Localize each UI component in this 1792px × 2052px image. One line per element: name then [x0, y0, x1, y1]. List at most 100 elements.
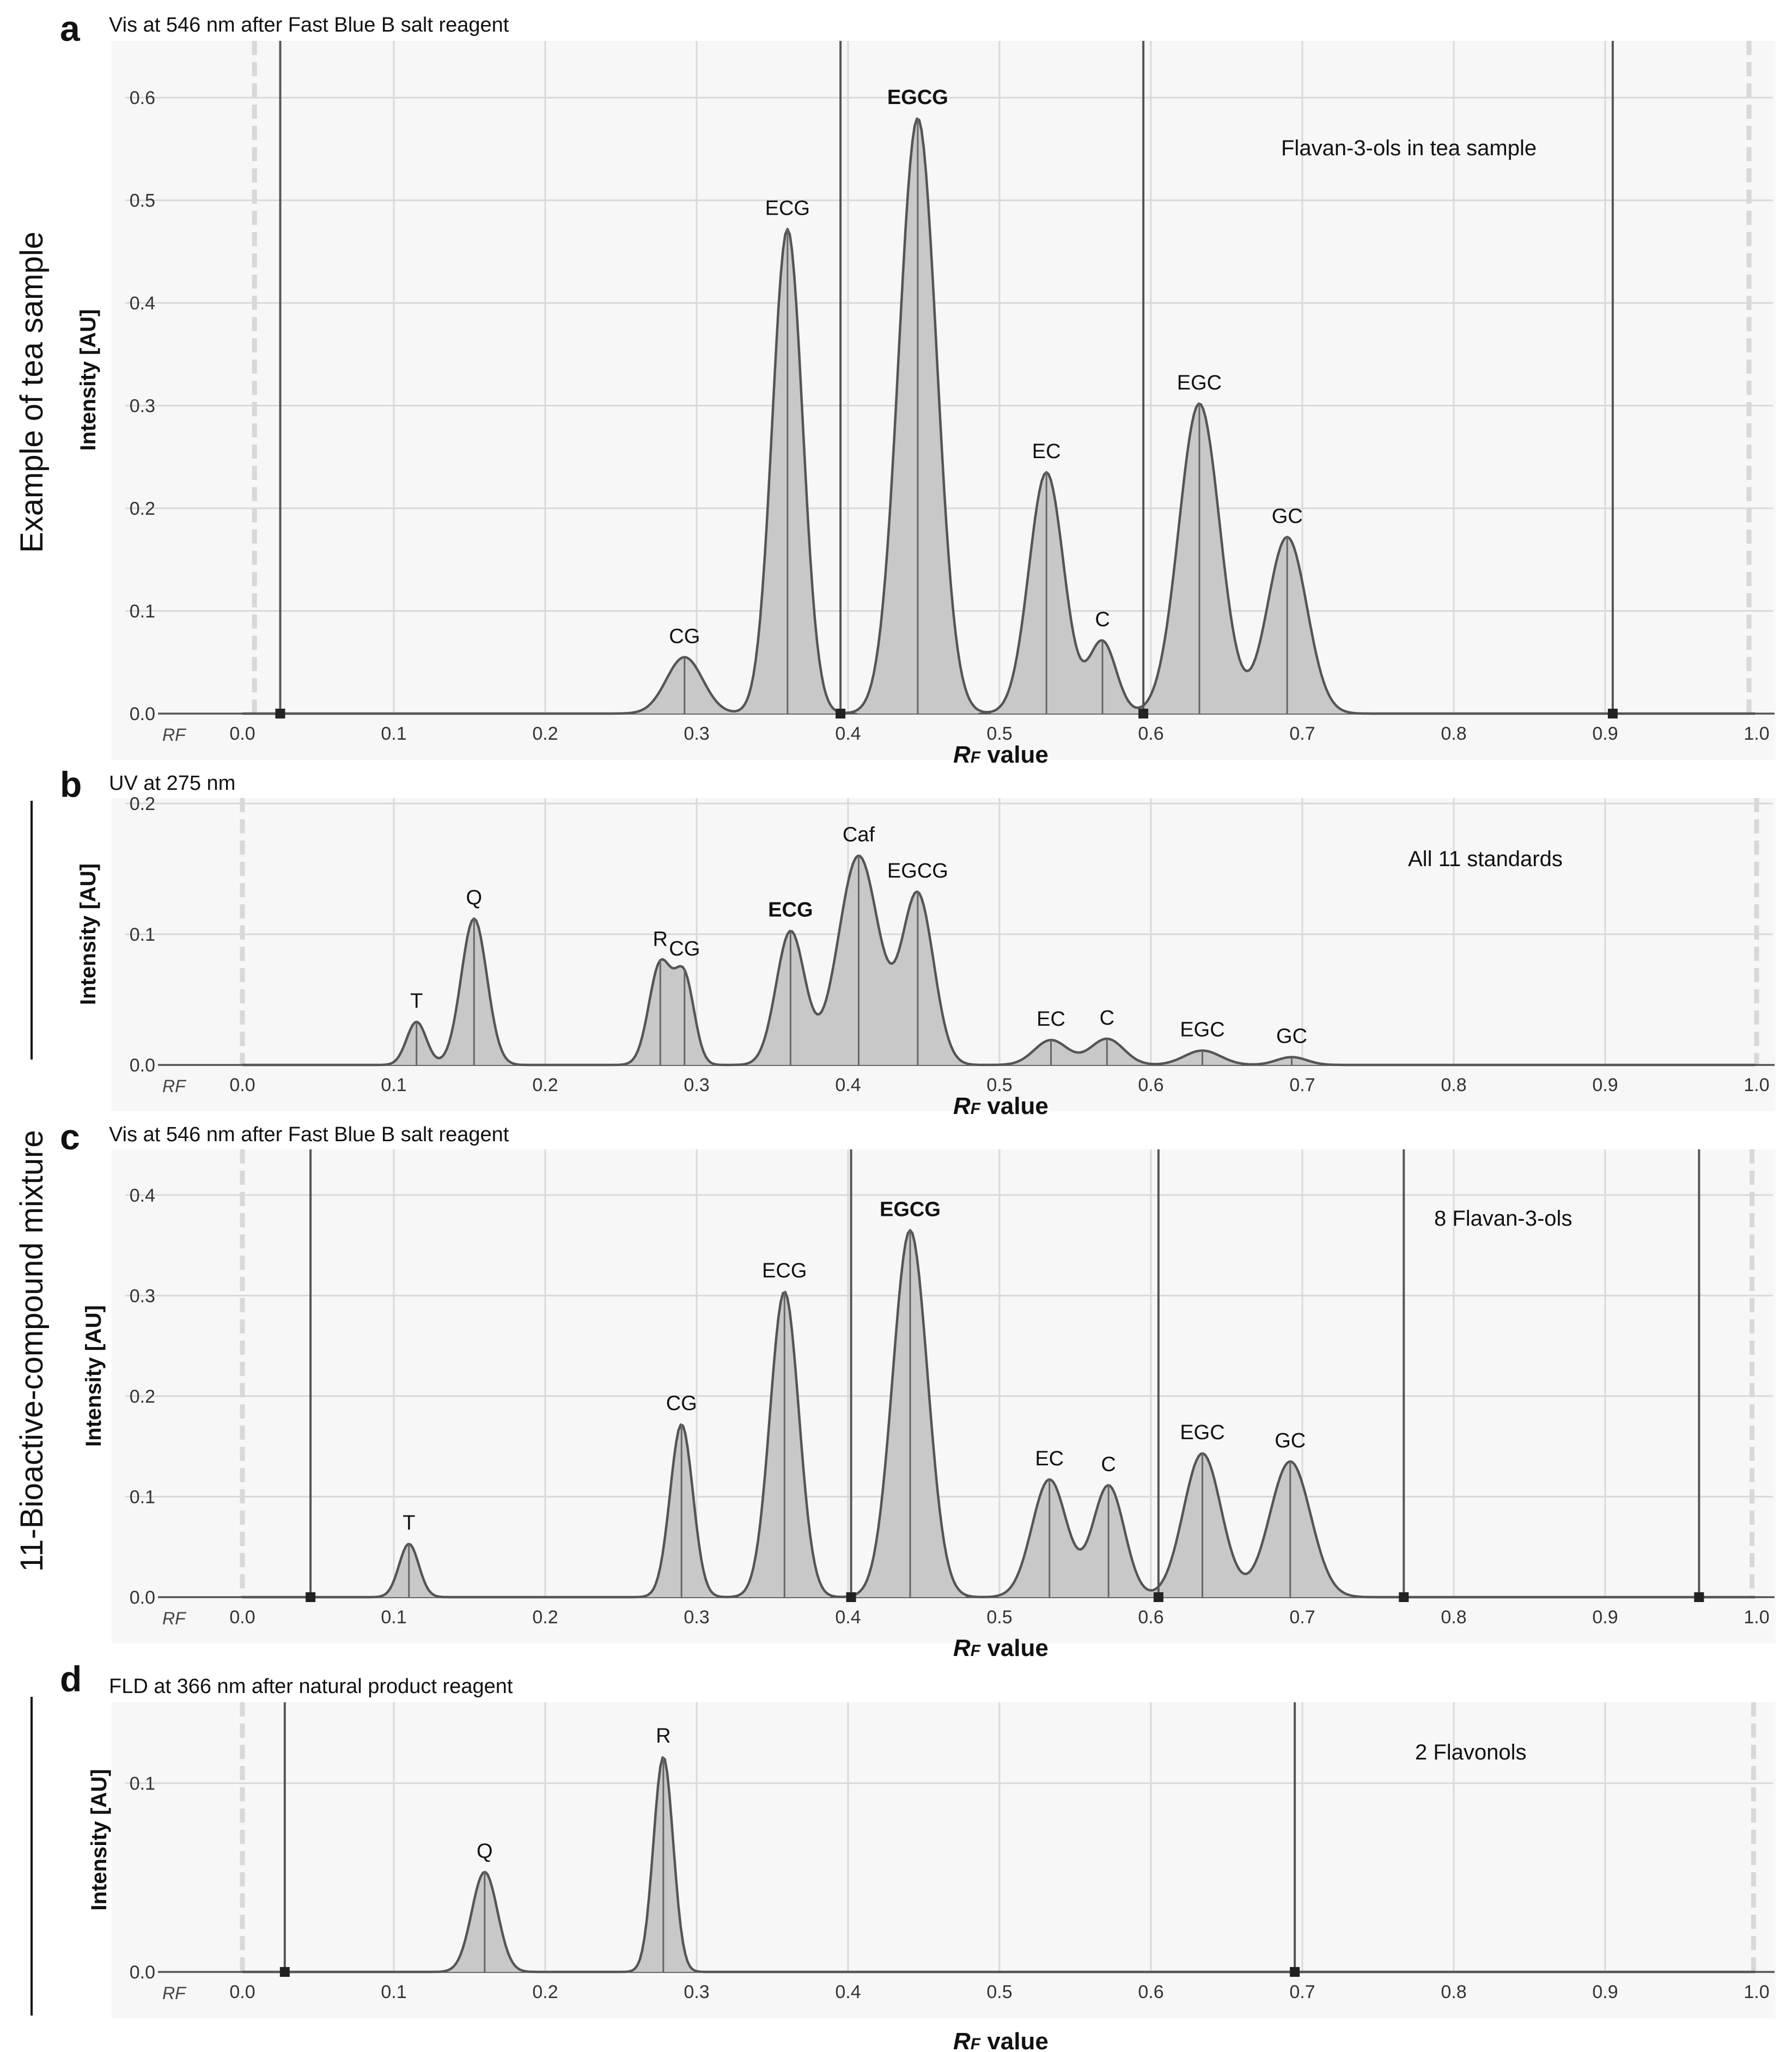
x-tick-label: 0.0 [229, 723, 255, 744]
panel-annotation: Flavan-3-ols in tea sample [1281, 136, 1537, 160]
y-tick-label: 0.0 [130, 1587, 155, 1608]
peak-label: ECG [768, 899, 813, 922]
x-axis-label: RF value [953, 741, 1049, 768]
panel-letter: d [60, 1659, 82, 1699]
boundary-marker [306, 1592, 316, 1602]
y-tick-label: 0.1 [130, 601, 155, 622]
x-tick-label: 0.2 [532, 1607, 558, 1628]
panel-title: UV at 275 nm [109, 772, 235, 795]
peak-label: GC [1275, 1429, 1306, 1452]
panel-annotation: All 11 standards [1408, 847, 1563, 871]
boundary-marker [836, 709, 846, 718]
x-tick-label: 0.3 [684, 1075, 709, 1095]
boundary-marker [279, 1967, 290, 1977]
chromatogram-trace [242, 1756, 1756, 1974]
y-tick-label: 0.0 [130, 704, 155, 724]
rf-axis-prefix: RF [162, 725, 187, 745]
y-tick-label: 0.2 [130, 1386, 155, 1407]
peak-label: EC [1032, 440, 1061, 463]
x-tick-label: 0.0 [229, 1075, 255, 1095]
x-tick-label: 0.2 [532, 1075, 558, 1095]
x-tick-label: 0.4 [835, 1982, 861, 2002]
x-tick-label: 0.8 [1441, 723, 1466, 744]
panel-b: 0.0 0.1 0.2 0.3 0.4 0.5 0.6 0.7 0.8 0.9 1.0 0.0 0.1 0… [60, 764, 1776, 1119]
peak-label: Caf [843, 824, 875, 847]
peak-label: ECG [762, 1259, 807, 1282]
x-tick-label: 1.0 [1744, 723, 1769, 744]
peak-label: C [1101, 1453, 1116, 1476]
x-tick-label: 0.8 [1441, 1607, 1466, 1628]
peak-label: EGC [1177, 372, 1222, 394]
chromatogram-marks: T Q R CG ECG Caf EGCG EC C EGC GC [242, 824, 1756, 1067]
y-tick-label: 0.3 [130, 396, 155, 417]
peak-label: EGCG [887, 86, 948, 109]
peak-label: T [410, 990, 423, 1013]
peak-label: EGCG [887, 860, 948, 882]
y-tick-label: 0.2 [130, 498, 155, 519]
x-tick-label: 0.7 [1289, 723, 1315, 744]
y-tick-label: 0.4 [130, 1185, 155, 1206]
x-tick-label: 0.8 [1441, 1075, 1466, 1095]
chromatogram-trace [242, 854, 1756, 1067]
x-tick-label: 0.3 [684, 1982, 709, 2002]
x-tick-label: 0.7 [1289, 1607, 1315, 1628]
y-tick-label: 0.3 [130, 1286, 155, 1306]
x-tick-label: 0.0 [229, 1607, 255, 1628]
boundary-marker [1399, 1592, 1409, 1602]
peak-label: C [1095, 608, 1110, 631]
boundary-marker [846, 1592, 856, 1602]
y-axis-label: Intensity [AU] [87, 1769, 111, 1911]
peak-label: CG [669, 937, 700, 960]
rf-axis-prefix: RF [162, 1609, 187, 1628]
x-tick-label: 1.0 [1744, 1607, 1769, 1628]
boundary-marker [275, 709, 285, 718]
side-label-tea-sample: Example of tea sample [14, 232, 50, 553]
x-tick-label: 0.1 [381, 1607, 406, 1628]
y-axis-label: Intensity [AU] [76, 863, 100, 1005]
peak-label: EC [1035, 1447, 1064, 1470]
peak-label: ECG [765, 197, 810, 220]
panel-d: 0.0 0.1 0.2 0.3 0.4 0.5 0.6 0.7 0.8 0.9 1.0 0.0 0.1 R… [60, 1659, 1776, 2052]
peak-label: EGC [1180, 1019, 1224, 1042]
x-tick-label: 1.0 [1744, 1075, 1769, 1095]
panel-letter: a [60, 8, 81, 48]
peak-label: R [656, 1725, 671, 1747]
x-tick-label: 0.7 [1289, 1982, 1315, 2002]
rf-axis-prefix: RF [162, 1983, 187, 2003]
chromatogram-trace [242, 117, 1756, 715]
y-tick-label: 0.0 [130, 1055, 155, 1076]
y-tick-label: 0.5 [130, 191, 155, 211]
x-axis-label: RF value [953, 1093, 1049, 1119]
x-tick-label: 0.2 [532, 1982, 558, 2002]
peak-label: GC [1276, 1025, 1307, 1048]
y-tick-label: 0.1 [130, 1487, 155, 1507]
x-axis-label: RF value [953, 2028, 1049, 2052]
boundary-marker [1138, 709, 1149, 718]
y-tick-label: 0.2 [130, 794, 155, 814]
chromatogram-marks: QR [242, 1702, 1756, 1977]
x-tick-label: 0.9 [1592, 1982, 1618, 2002]
x-tick-label: 0.4 [835, 723, 861, 744]
peak-label: EGC [1180, 1421, 1224, 1444]
panel-a: 0.0 0.1 0.2 0.3 0.4 0.5 0.6 0.7 0.8 0.9 1.0 0.0 0.1 0… [60, 8, 1776, 768]
y-tick-label: 0.0 [130, 1962, 155, 1983]
boundary-marker [1694, 1592, 1704, 1602]
boundary-marker [1607, 709, 1618, 718]
peak-label: Q [466, 886, 483, 909]
x-tick-label: 0.7 [1289, 1075, 1315, 1095]
panel-title: Vis at 546 nm after Fast Blue B salt rea… [109, 14, 509, 36]
x-tick-label: 0.1 [381, 723, 406, 744]
peak-label: EGCG [880, 1198, 941, 1221]
y-axis-label: Intensity [AU] [76, 309, 100, 451]
y-axis-label: Intensity [AU] [82, 1305, 106, 1447]
peak-label: CG [666, 1392, 697, 1415]
peak-label: Q [477, 1840, 493, 1862]
boundary-marker [1153, 1592, 1163, 1602]
chromatogram-marks: CG ECG EGCG EC C EGC GC [242, 41, 1756, 718]
side-label-bioactive-mixture: 11-Bioactive-compound mixture [14, 1130, 50, 1572]
x-tick-label: 0.5 [986, 1607, 1012, 1628]
panel-annotation: 2 Flavonols [1415, 1740, 1527, 1764]
x-tick-label: 0.1 [381, 1982, 406, 2002]
peak-area [1059, 526, 1147, 714]
